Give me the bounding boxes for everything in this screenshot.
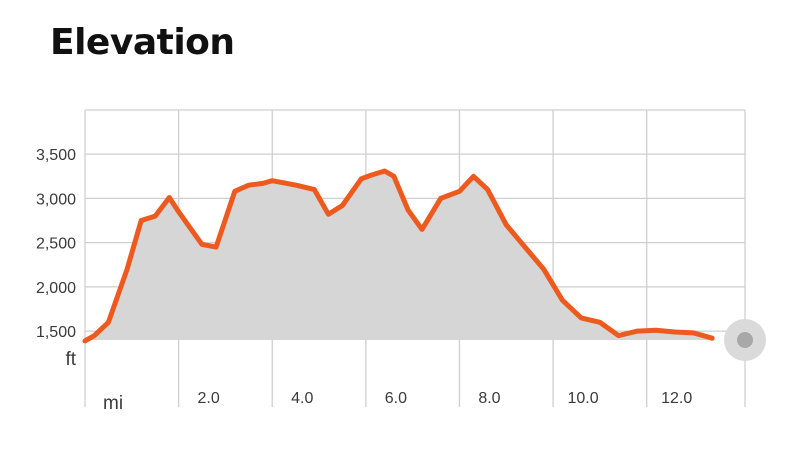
- x-tick-label: 6.0: [385, 390, 407, 407]
- x-axis-unit-label: mi: [103, 393, 123, 414]
- position-marker[interactable]: [737, 332, 753, 348]
- elevation-profile-line: [82, 168, 715, 344]
- x-tick-label: 4.0: [291, 390, 313, 407]
- y-tick-label: 3,500: [36, 147, 76, 164]
- y-axis-unit-label: ft: [65, 349, 76, 370]
- y-axis-ticks: 1,500 2,000 2,500 3,000 3,500: [36, 147, 76, 341]
- elevation-area-fill: [85, 171, 713, 341]
- y-tick-label: 1,500: [36, 324, 76, 341]
- y-tick-label: 3,000: [36, 191, 76, 208]
- y-tick-label: 2,000: [36, 280, 76, 297]
- y-tick-label: 2,500: [36, 236, 76, 253]
- x-tick-label: 10.0: [568, 390, 599, 407]
- x-tick-label: 2.0: [197, 390, 219, 407]
- x-tick-label: 8.0: [478, 390, 500, 407]
- x-axis-ticks: 2.0 4.0 6.0 8.0 10.0 12.0: [197, 390, 692, 407]
- x-tick-label: 12.0: [661, 390, 692, 407]
- chart-title: Elevation: [50, 22, 235, 63]
